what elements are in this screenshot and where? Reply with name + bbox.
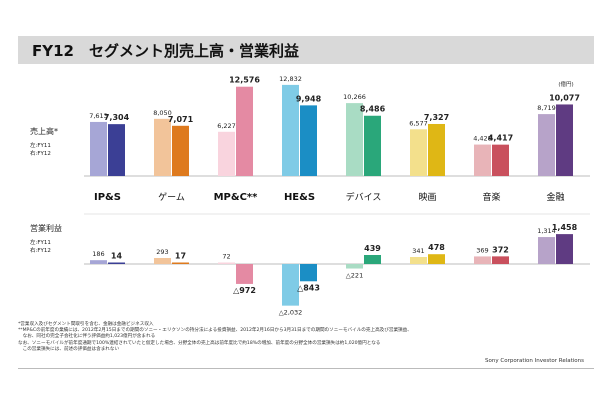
sales-data-label: 4,428 xyxy=(473,135,492,143)
sales-bar xyxy=(108,124,125,176)
unit-label: (億円) xyxy=(558,80,573,88)
sales-data-label: 8,050 xyxy=(153,109,172,117)
oi-label: 営業利益 xyxy=(30,223,62,233)
oi-data-label: 72 xyxy=(222,253,230,261)
oi-bar xyxy=(410,257,427,264)
sales-bar xyxy=(300,105,317,176)
oi-data-label: △2,032 xyxy=(279,309,303,317)
oi-data-label: 1,314 xyxy=(537,227,556,235)
sales-data-label: 8,719 xyxy=(537,104,556,112)
sales-bar xyxy=(556,104,573,176)
oi-data-label: 14 xyxy=(111,252,123,261)
footnote-line: なお、ソニーモバイルが前年度通期で100%連結されていたと仮定した場合、分野全体… xyxy=(18,340,381,346)
oi-data-label: 293 xyxy=(156,248,168,256)
sales-data-label: 10,077 xyxy=(549,93,580,102)
oi-data-label: 439 xyxy=(364,244,381,253)
sales-data-label: 7,071 xyxy=(168,115,194,124)
oi-data-label: 1,458 xyxy=(552,223,578,232)
category-label: MP&C** xyxy=(214,192,259,203)
bottom-rule xyxy=(18,368,594,369)
sales-data-label: 7,613 xyxy=(89,112,108,120)
oi-bar xyxy=(172,262,189,264)
sales-bar xyxy=(282,84,299,176)
sales-data-label: 7,304 xyxy=(104,113,130,122)
category-label: 音楽 xyxy=(482,191,500,203)
footnote-line: **MP&Cの前年度の業績には、2012年2月15日までの期間のソニー・エリクソ… xyxy=(18,328,412,334)
footnote-line: *営業収入及びセグメント間取引を含む、金融は金融ビジネス収入 xyxy=(18,322,154,327)
oi-bar xyxy=(108,262,125,264)
oi-data-label: 17 xyxy=(175,252,186,261)
oi-data-label: 478 xyxy=(428,243,445,252)
category-label: デバイス xyxy=(346,191,382,203)
sales-bar xyxy=(90,121,107,176)
sales-bar xyxy=(538,114,555,176)
oi-data-label: 341 xyxy=(412,247,424,255)
sales-data-label: 10,266 xyxy=(343,93,366,101)
footnote-line: なお、同社の完全子会社化に伴う評価益約1,023億円が含まれる xyxy=(18,334,156,340)
sales-data-label: 7,327 xyxy=(424,113,449,122)
oi-bar xyxy=(300,264,317,282)
footnotes: *営業収入及びセグメント間取引を含む、金融は金融ビジネス収入 **MP&Cの前年度… xyxy=(18,322,488,353)
oi-legend-fy12: 右:FY12 xyxy=(30,246,51,254)
sales-data-label: 12,576 xyxy=(229,76,260,85)
oi-bar xyxy=(154,257,171,264)
oi-bar xyxy=(236,264,253,284)
sales-bar xyxy=(410,129,427,176)
credit: Sony Corporation Investor Relations xyxy=(485,358,584,364)
sales-bar xyxy=(218,131,235,176)
sales-data-label: 9,948 xyxy=(296,94,322,103)
oi-bar xyxy=(538,237,555,264)
category-label: ゲーム xyxy=(158,191,185,203)
sales-label: 売上高* xyxy=(30,126,58,136)
sales-bar xyxy=(474,144,491,176)
sales-bar xyxy=(364,115,381,176)
sales-bar xyxy=(172,125,189,176)
oi-data-label: 369 xyxy=(476,246,488,254)
sales-data-label: 8,486 xyxy=(360,105,386,114)
category-label: 映画 xyxy=(418,191,436,203)
sales-bar xyxy=(428,123,445,176)
oi-data-label: 186 xyxy=(92,250,104,258)
category-label: 金融 xyxy=(546,191,564,203)
oi-legend-fy11: 左:FY11 xyxy=(30,238,51,246)
oi-data-label: △972 xyxy=(233,286,256,295)
sales-bar xyxy=(492,144,509,176)
oi-bar xyxy=(346,264,363,269)
oi-bar xyxy=(218,262,235,264)
oi-bar xyxy=(556,234,573,264)
sales-bar xyxy=(346,103,363,176)
sales-data-label: 6,577 xyxy=(409,119,428,127)
category-label: IP&S xyxy=(94,192,121,203)
oi-bar xyxy=(474,256,491,264)
oi-data-label: 372 xyxy=(492,245,509,254)
oi-bar xyxy=(282,264,299,306)
footnote-line: この営業損失には、前述の評価益は含まれない xyxy=(18,346,120,352)
sales-legend-fy11: 左:FY11 xyxy=(30,141,51,149)
oi-data-label: △843 xyxy=(297,283,320,292)
oi-bar xyxy=(364,255,381,264)
sales-bar xyxy=(154,118,171,176)
oi-bar xyxy=(90,260,107,264)
sales-data-label: 6,227 xyxy=(217,122,236,130)
sales-bar xyxy=(236,86,253,176)
oi-data-label: △221 xyxy=(346,272,363,280)
sales-data-label: 4,417 xyxy=(488,134,513,143)
page-title: FY12 セグメント別売上高・営業利益 xyxy=(32,42,299,60)
sales-legend-fy12: 右:FY12 xyxy=(30,149,51,157)
category-label: HE&S xyxy=(284,192,315,203)
title-band: FY12 セグメント別売上高・営業利益 xyxy=(18,36,594,64)
sales-data-label: 12,832 xyxy=(279,75,302,83)
oi-bar xyxy=(492,256,509,264)
oi-bar xyxy=(428,254,445,264)
